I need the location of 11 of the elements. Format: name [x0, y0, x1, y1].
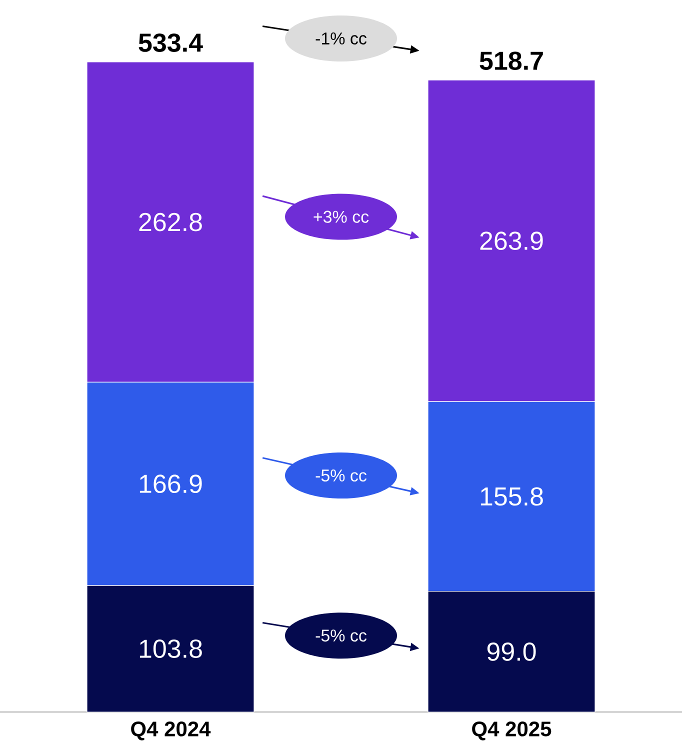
data-label: 262.8 — [139, 212, 202, 232]
x-tick-label: Q4 2025 — [472, 722, 552, 740]
total-label: 518.7 — [480, 52, 543, 70]
data-label: 103.8 — [140, 640, 202, 658]
x-tick-label: Q4 2024 — [131, 722, 211, 740]
data-label: 263.9 — [480, 232, 543, 250]
data-label: 155.8 — [480, 487, 543, 506]
text: -1% cc — [316, 32, 367, 44]
total-label: 533.4 — [138, 34, 203, 52]
data-label: 99.0 — [487, 642, 536, 661]
data-label: 166.9 — [140, 474, 202, 494]
